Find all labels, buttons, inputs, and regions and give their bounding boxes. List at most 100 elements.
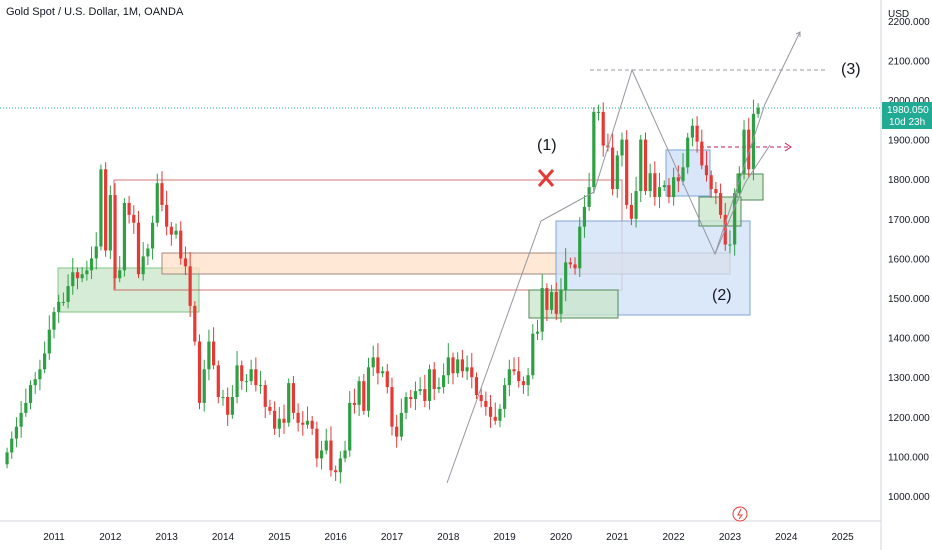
time-axis-ticks: 2011 2012 2013 2014 2015 2016 2017 2018 2019 2020… bbox=[43, 532, 854, 543]
candle-body bbox=[404, 397, 408, 413]
candle-body bbox=[10, 438, 14, 453]
candle-body bbox=[756, 107, 760, 114]
annotation-2: (2) bbox=[712, 287, 732, 304]
candle-body bbox=[235, 365, 239, 397]
candle-body bbox=[517, 371, 521, 382]
candle-body bbox=[343, 450, 347, 459]
candle-body bbox=[498, 408, 502, 421]
candle-body bbox=[676, 177, 680, 182]
price-axis-ticks: 1000.000 1100.000 1200.000 1300.000 1400.000… bbox=[888, 17, 930, 503]
candle-body bbox=[315, 428, 319, 459]
candle-body bbox=[207, 341, 211, 370]
candle-body bbox=[132, 214, 136, 223]
candle-body bbox=[160, 183, 164, 205]
last-price-value: 1980.050 bbox=[887, 105, 929, 116]
time-tick-label: 2012 bbox=[99, 532, 122, 543]
candle-body bbox=[113, 195, 117, 279]
candle-body bbox=[150, 222, 155, 249]
candle-body bbox=[582, 206, 587, 227]
candle-body bbox=[277, 418, 281, 429]
zone-green-mid bbox=[528, 289, 619, 319]
lightning-icon[interactable] bbox=[732, 506, 748, 522]
candle-body bbox=[503, 385, 507, 409]
candle-body bbox=[578, 226, 582, 269]
candle-body bbox=[493, 416, 497, 421]
candle-body bbox=[169, 226, 173, 235]
candle-body bbox=[446, 357, 450, 376]
price-tick-label: 2100.000 bbox=[888, 56, 930, 67]
candle-body bbox=[104, 169, 108, 251]
candle-body bbox=[287, 383, 291, 423]
candle-body bbox=[639, 139, 643, 192]
candle-body bbox=[155, 183, 159, 223]
candle-body bbox=[179, 230, 183, 259]
candle-body bbox=[399, 412, 403, 437]
candle-body bbox=[122, 202, 127, 271]
candle-body bbox=[427, 369, 432, 401]
candle-body bbox=[254, 369, 258, 386]
candle-body bbox=[540, 288, 544, 332]
candle-body bbox=[662, 185, 666, 188]
price-tick-label: 1100.000 bbox=[888, 452, 929, 463]
price-tick-label: 2200.000 bbox=[888, 17, 930, 28]
candle-body bbox=[521, 381, 526, 386]
candle-body bbox=[301, 422, 305, 425]
candle-body bbox=[376, 357, 380, 374]
candle-body bbox=[700, 141, 704, 166]
candle-body bbox=[629, 204, 633, 219]
candle-body bbox=[620, 139, 624, 156]
candle-body bbox=[273, 410, 277, 429]
candle-body bbox=[99, 169, 103, 247]
candle-body bbox=[5, 452, 9, 465]
candle-body bbox=[348, 402, 352, 451]
candle-body bbox=[338, 458, 342, 473]
time-tick-label: 2015 bbox=[268, 532, 291, 543]
candle-body bbox=[460, 359, 464, 372]
candle-body bbox=[165, 204, 169, 227]
candle-body bbox=[592, 111, 596, 188]
price-tick-label: 1800.000 bbox=[888, 175, 930, 186]
candle-body bbox=[291, 383, 296, 413]
price-tick-label: 1400.000 bbox=[888, 334, 930, 345]
candle-body bbox=[61, 301, 65, 303]
candle-body bbox=[432, 369, 436, 390]
candle-body bbox=[474, 377, 479, 396]
candle-body bbox=[33, 379, 37, 386]
time-tick-label: 2021 bbox=[606, 532, 629, 543]
price-tick-label: 1700.000 bbox=[888, 215, 930, 226]
candle-body bbox=[352, 402, 357, 405]
candles-group bbox=[5, 99, 760, 484]
annotation-3: (3) bbox=[841, 61, 861, 78]
candle-body bbox=[366, 367, 371, 411]
candle-body bbox=[71, 272, 75, 287]
candle-body bbox=[174, 230, 178, 235]
candle-body bbox=[672, 177, 676, 198]
candle-body bbox=[80, 274, 84, 279]
candle-body bbox=[108, 195, 112, 251]
candle-body bbox=[747, 129, 751, 170]
candle-body bbox=[507, 369, 511, 386]
candle-body bbox=[240, 365, 244, 382]
candle-body bbox=[357, 381, 361, 405]
chart-title: Gold Spot / U.S. Dollar, 1M, OANDA bbox=[6, 6, 184, 18]
candle-body bbox=[611, 147, 615, 190]
candle-body bbox=[564, 262, 568, 291]
time-tick-label: 2024 bbox=[775, 532, 798, 543]
candle-body bbox=[371, 357, 375, 368]
candle-body bbox=[310, 420, 314, 429]
candle-body bbox=[437, 387, 441, 390]
candle-body bbox=[554, 292, 558, 314]
candle-body bbox=[737, 173, 741, 194]
candle-body bbox=[728, 244, 732, 246]
candle-body bbox=[413, 391, 418, 399]
candle-body bbox=[146, 248, 150, 257]
candle-body bbox=[601, 111, 605, 146]
price-tick-label: 2000.000 bbox=[888, 96, 930, 107]
candle-body bbox=[216, 365, 220, 397]
candle-body bbox=[587, 187, 591, 207]
candle-body bbox=[470, 367, 474, 378]
candle-body bbox=[296, 412, 300, 423]
candle-body bbox=[718, 193, 723, 215]
candle-body bbox=[38, 369, 42, 380]
